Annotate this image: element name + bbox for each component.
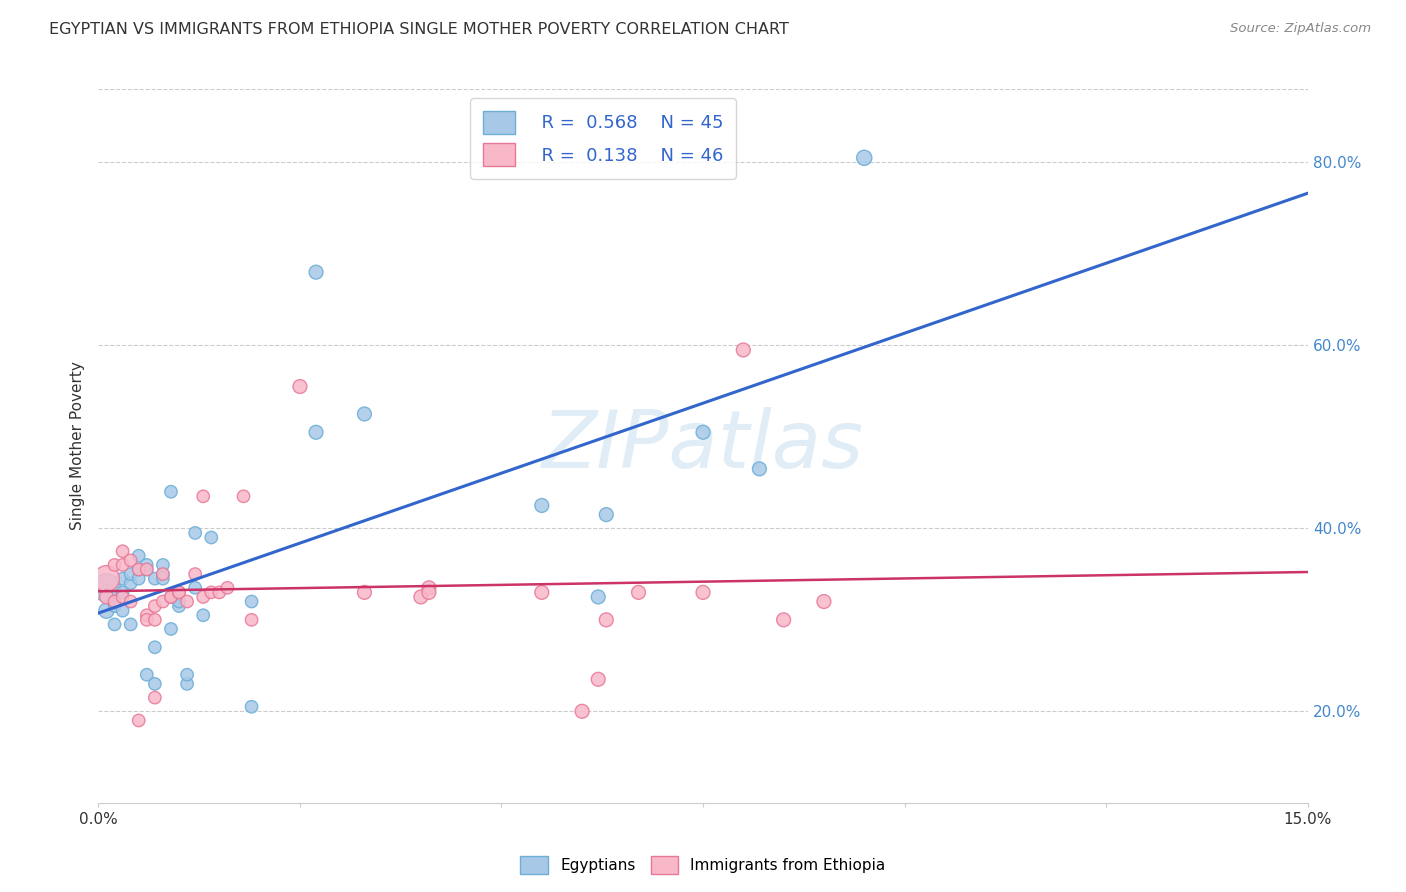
Point bbox=[143, 677, 166, 691]
Point bbox=[176, 677, 198, 691]
Point bbox=[409, 590, 432, 604]
Point bbox=[200, 585, 222, 599]
Point bbox=[135, 562, 157, 576]
Point bbox=[160, 590, 183, 604]
Point bbox=[143, 640, 166, 655]
Point bbox=[418, 581, 440, 595]
Point bbox=[232, 489, 254, 503]
Point bbox=[184, 581, 207, 595]
Point bbox=[193, 608, 215, 623]
Point bbox=[111, 604, 134, 618]
Point bbox=[167, 594, 190, 608]
Point bbox=[813, 594, 835, 608]
Point bbox=[748, 462, 770, 476]
Point bbox=[530, 585, 553, 599]
Point bbox=[167, 585, 190, 599]
Point bbox=[135, 667, 157, 681]
Point bbox=[184, 567, 207, 582]
Point bbox=[240, 699, 263, 714]
Point bbox=[120, 567, 142, 582]
Point bbox=[135, 608, 157, 623]
Point bbox=[167, 585, 190, 599]
Point bbox=[120, 553, 142, 567]
Point bbox=[128, 562, 150, 576]
Point bbox=[353, 407, 375, 421]
Point bbox=[176, 667, 198, 681]
Point bbox=[111, 585, 134, 599]
Point bbox=[595, 613, 617, 627]
Point bbox=[152, 567, 174, 582]
Point bbox=[184, 525, 207, 540]
Point bbox=[305, 425, 328, 440]
Point bbox=[135, 558, 157, 572]
Point bbox=[692, 425, 714, 440]
Point bbox=[135, 562, 157, 576]
Point bbox=[176, 594, 198, 608]
Point bbox=[418, 585, 440, 599]
Legend:   R =  0.568    N = 45,   R =  0.138    N = 46: R = 0.568 N = 45, R = 0.138 N = 46 bbox=[470, 98, 735, 179]
Point bbox=[167, 599, 190, 613]
Point bbox=[217, 581, 239, 595]
Point bbox=[586, 590, 609, 604]
Point bbox=[96, 572, 118, 586]
Point bbox=[103, 594, 125, 608]
Point bbox=[240, 594, 263, 608]
Point bbox=[120, 594, 142, 608]
Point bbox=[103, 558, 125, 572]
Point bbox=[595, 508, 617, 522]
Point bbox=[152, 567, 174, 582]
Point bbox=[208, 585, 231, 599]
Point bbox=[772, 613, 794, 627]
Text: ZIPatlas: ZIPatlas bbox=[541, 407, 865, 485]
Point bbox=[111, 590, 134, 604]
Point bbox=[135, 613, 157, 627]
Y-axis label: Single Mother Poverty: Single Mother Poverty bbox=[69, 361, 84, 531]
Point bbox=[120, 576, 142, 591]
Point bbox=[111, 572, 134, 586]
Point bbox=[103, 599, 125, 613]
Point bbox=[692, 585, 714, 599]
Point bbox=[193, 590, 215, 604]
Point bbox=[853, 151, 876, 165]
Point bbox=[160, 590, 183, 604]
Point bbox=[120, 617, 142, 632]
Point bbox=[103, 594, 125, 608]
Point bbox=[111, 544, 134, 558]
Point bbox=[193, 489, 215, 503]
Point bbox=[128, 562, 150, 576]
Point bbox=[160, 590, 183, 604]
Point bbox=[353, 585, 375, 599]
Point bbox=[627, 585, 650, 599]
Point bbox=[143, 572, 166, 586]
Legend: Egyptians, Immigrants from Ethiopia: Egyptians, Immigrants from Ethiopia bbox=[515, 850, 891, 880]
Point bbox=[96, 581, 118, 595]
Point bbox=[586, 673, 609, 687]
Text: EGYPTIAN VS IMMIGRANTS FROM ETHIOPIA SINGLE MOTHER POVERTY CORRELATION CHART: EGYPTIAN VS IMMIGRANTS FROM ETHIOPIA SIN… bbox=[49, 22, 789, 37]
Point bbox=[305, 265, 328, 279]
Point bbox=[128, 549, 150, 563]
Point bbox=[152, 594, 174, 608]
Point bbox=[571, 704, 593, 718]
Point bbox=[733, 343, 755, 357]
Point bbox=[103, 617, 125, 632]
Point bbox=[152, 558, 174, 572]
Point bbox=[143, 613, 166, 627]
Point bbox=[288, 379, 311, 393]
Point bbox=[530, 499, 553, 513]
Point bbox=[152, 572, 174, 586]
Point bbox=[96, 604, 118, 618]
Point bbox=[143, 690, 166, 705]
Point bbox=[96, 590, 118, 604]
Point bbox=[240, 613, 263, 627]
Point bbox=[128, 714, 150, 728]
Point bbox=[200, 531, 222, 545]
Point bbox=[160, 622, 183, 636]
Point bbox=[128, 572, 150, 586]
Point bbox=[111, 558, 134, 572]
Point bbox=[160, 484, 183, 499]
Text: Source: ZipAtlas.com: Source: ZipAtlas.com bbox=[1230, 22, 1371, 36]
Point bbox=[143, 599, 166, 613]
